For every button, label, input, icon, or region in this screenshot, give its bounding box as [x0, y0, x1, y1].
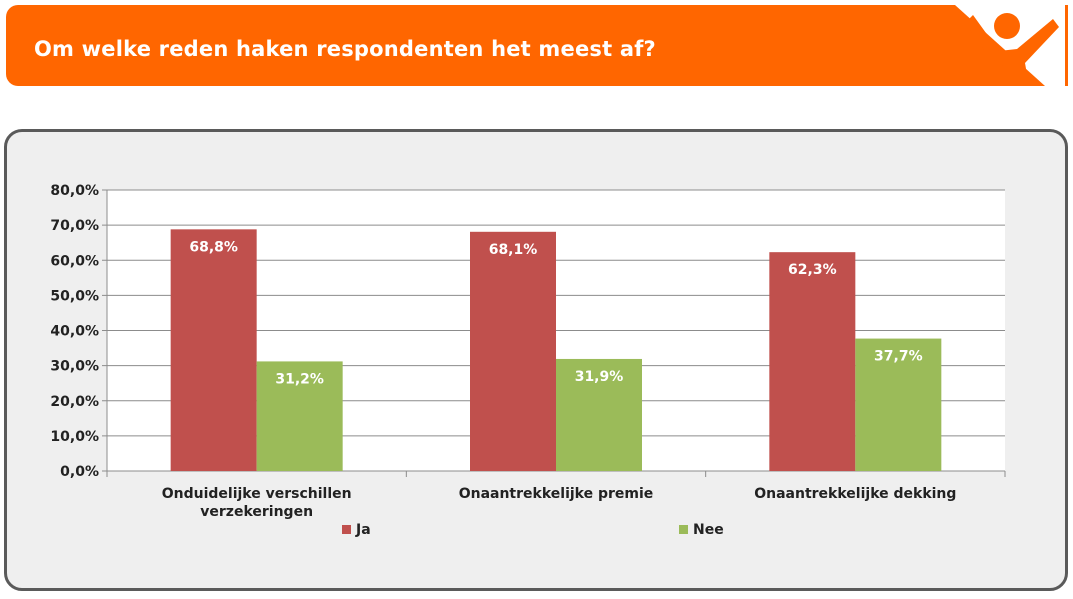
data-label: 68,1%	[489, 242, 538, 258]
data-label: 62,3%	[788, 262, 837, 278]
y-tick-label: 50,0%	[50, 288, 99, 304]
y-tick-label: 20,0%	[50, 394, 99, 410]
header-banner: Om welke reden haken respondenten het me…	[6, 5, 1068, 86]
y-tick-label: 40,0%	[50, 324, 99, 340]
legend-label-ja: Ja	[355, 522, 371, 538]
bar-nee	[855, 338, 942, 471]
bar-chart: 0,0% 10,0% 20,0% 30,0% 40,0% 50,0% 60,0% 70,0% 8…	[50, 183, 1006, 538]
x-category-label: Onduidelijke verschillen	[162, 486, 352, 502]
y-tick-label: 30,0%	[50, 359, 99, 375]
bar-nee	[256, 361, 343, 471]
data-label: 68,8%	[189, 239, 238, 255]
bar-ja	[769, 252, 856, 471]
x-category-label: verzekeringen	[200, 504, 313, 520]
data-label: 37,7%	[874, 349, 923, 365]
y-tick-label: 0,0%	[60, 464, 99, 480]
x-category-label: Onaantrekkelijke dekking	[754, 486, 956, 502]
x-category-label: Onaantrekkelijke premie	[459, 486, 654, 502]
legend-swatch-ja	[342, 525, 351, 534]
y-tick-label: 80,0%	[50, 183, 99, 199]
y-tick-label: 10,0%	[50, 429, 99, 445]
y-tick-label: 60,0%	[50, 253, 99, 269]
chart-panel: 0,0% 10,0% 20,0% 30,0% 40,0% 50,0% 60,0% 70,0% 8…	[4, 129, 1068, 591]
bar-nee	[556, 358, 642, 471]
data-label: 31,2%	[275, 371, 324, 387]
bar-ja	[470, 231, 556, 471]
legend-label-nee: Nee	[693, 522, 724, 538]
data-label: 31,9%	[575, 369, 624, 385]
y-tick-label: 70,0%	[50, 218, 99, 234]
bar-ja	[170, 229, 257, 471]
cheering-person-logo-icon	[955, 5, 1065, 86]
page-title: Om welke reden haken respondenten het me…	[34, 37, 656, 61]
legend-swatch-nee	[679, 525, 688, 534]
